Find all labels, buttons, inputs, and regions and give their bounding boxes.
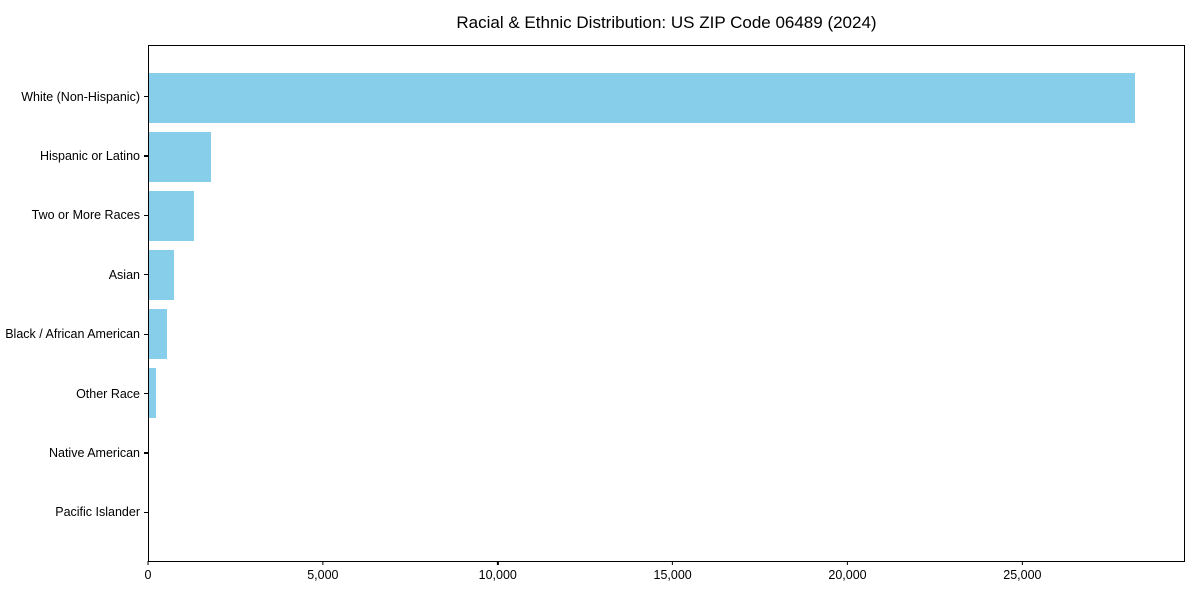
category-label: Black / African American bbox=[5, 327, 140, 342]
x-tick-mark bbox=[1021, 561, 1024, 565]
y-tick-mark bbox=[144, 452, 148, 454]
category-label: Pacific Islander bbox=[55, 505, 140, 520]
category-label: Hispanic or Latino bbox=[39, 149, 140, 164]
x-tick-mark bbox=[147, 561, 149, 565]
bar bbox=[149, 131, 211, 182]
y-tick-mark bbox=[144, 333, 148, 335]
bar-row bbox=[149, 364, 1184, 423]
y-tick-mark bbox=[144, 155, 148, 157]
x-tick: 5,000 bbox=[307, 561, 339, 582]
bar-rows bbox=[149, 46, 1184, 561]
x-tick: 25,000 bbox=[1003, 561, 1041, 582]
x-tick-mark bbox=[671, 561, 674, 565]
x-tick: 10,000 bbox=[479, 561, 517, 582]
bar bbox=[149, 72, 1136, 123]
bar-row bbox=[149, 245, 1184, 304]
category-label: Other Race bbox=[76, 386, 140, 401]
x-tick-label: 20,000 bbox=[828, 568, 867, 582]
x-tick-mark bbox=[846, 561, 849, 565]
category-label: Native American bbox=[48, 445, 140, 460]
category-label: Asian bbox=[108, 267, 140, 282]
y-tick-row: White (Non-Hispanic) bbox=[0, 67, 148, 126]
bar-row bbox=[149, 423, 1184, 482]
x-tick-mark bbox=[497, 561, 499, 565]
y-tick-row: Hispanic or Latino bbox=[0, 126, 148, 185]
y-tick-row: Pacific Islander bbox=[0, 483, 148, 542]
y-tick-mark bbox=[144, 274, 148, 276]
x-tick: 15,000 bbox=[653, 561, 692, 582]
bar bbox=[149, 309, 168, 360]
y-tick-mark bbox=[144, 96, 148, 98]
bar-row bbox=[149, 482, 1184, 541]
y-tick-mark bbox=[144, 511, 148, 513]
bar-row bbox=[149, 127, 1184, 186]
y-tick-row: Black / African American bbox=[0, 305, 148, 364]
bar-row bbox=[149, 186, 1184, 245]
x-tick: 20,000 bbox=[828, 561, 867, 582]
bar-row bbox=[149, 68, 1184, 127]
y-tick-row: Two or More Races bbox=[0, 186, 148, 245]
y-tick-mark bbox=[144, 392, 148, 395]
x-tick-label: 25,000 bbox=[1003, 568, 1042, 582]
chart-title: Racial & Ethnic Distribution: US ZIP Cod… bbox=[456, 13, 877, 32]
bar bbox=[149, 190, 195, 241]
y-tick-row: Other Race bbox=[0, 364, 148, 423]
y-axis-labels: White (Non-Hispanic) Hispanic or Latino Tw… bbox=[0, 45, 148, 562]
y-tick-row: Asian bbox=[0, 245, 148, 304]
category-label: White (Non-Hispanic) bbox=[21, 89, 140, 104]
x-tick-label: 10,000 bbox=[478, 568, 517, 582]
x-tick-label: 0 bbox=[144, 568, 152, 582]
bar bbox=[149, 368, 156, 419]
bar-row bbox=[149, 305, 1184, 364]
x-tick-label: 15,000 bbox=[653, 568, 692, 582]
plot-area bbox=[148, 45, 1185, 562]
bar bbox=[149, 249, 175, 300]
x-axis-ticks: 0 5,000 10,000 15,000 20,000 25,000 bbox=[144, 561, 1185, 593]
x-tick: 0 bbox=[144, 561, 152, 582]
x-tick-mark bbox=[322, 561, 324, 565]
category-label: Two or More Races bbox=[31, 208, 140, 223]
x-tick-label: 5,000 bbox=[307, 568, 339, 582]
y-tick-row: Native American bbox=[0, 423, 148, 482]
y-tick-mark bbox=[144, 214, 148, 217]
